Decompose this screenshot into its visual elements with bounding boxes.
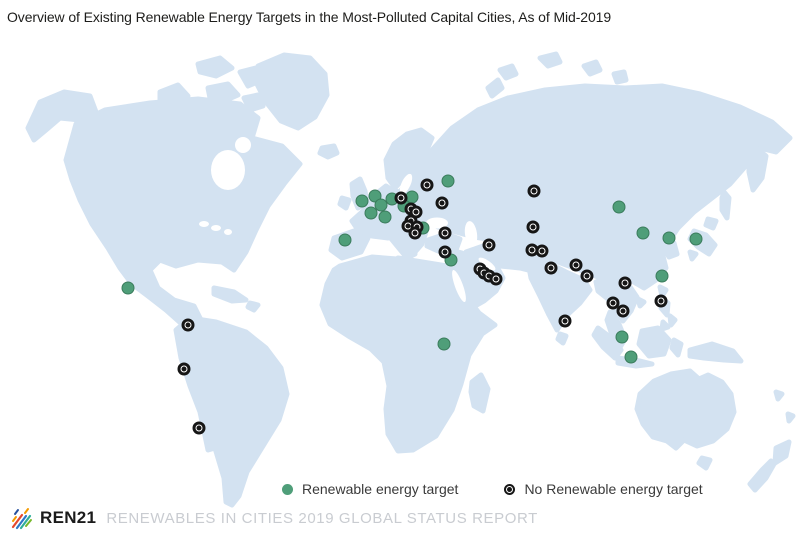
city-dot-no-target	[394, 191, 408, 205]
city-dot-no-target	[177, 362, 191, 376]
city-dot-target	[636, 226, 650, 240]
legend-item-no-target: No Renewable energy target	[504, 481, 703, 497]
report-title: RENEWABLES IN CITIES 2019 GLOBAL STATUS …	[106, 509, 538, 527]
city-dot-no-target	[544, 261, 558, 275]
city-dot-target	[355, 194, 369, 208]
no-target-dot-icon	[504, 483, 516, 495]
city-dot-no-target	[606, 296, 620, 310]
city-dot-no-target	[618, 276, 632, 290]
legend: Renewable energy target No Renewable ene…	[282, 481, 703, 497]
city-dot-no-target	[181, 318, 195, 332]
city-dot-no-target	[535, 244, 549, 258]
city-dot-target	[338, 233, 352, 247]
city-dot-no-target	[580, 269, 594, 283]
city-dot-target	[615, 330, 629, 344]
city-dot-target	[121, 281, 135, 295]
city-dot-no-target	[438, 245, 452, 259]
city-dot-no-target	[616, 304, 630, 318]
city-dot-target	[612, 200, 626, 214]
city-dot-target	[662, 231, 676, 245]
city-dot-target	[689, 232, 703, 246]
city-dot-target	[441, 174, 455, 188]
city-dot-target	[655, 269, 669, 283]
city-dot-target	[437, 337, 451, 351]
city-dot-no-target	[569, 258, 583, 272]
city-dot-no-target	[482, 238, 496, 252]
legend-no-target-label: No Renewable energy target	[524, 481, 703, 497]
city-dot-no-target	[420, 178, 434, 192]
city-dot-no-target	[489, 272, 503, 286]
footer: REN21 RENEWABLES IN CITIES 2019 GLOBAL S…	[10, 506, 538, 530]
city-dot-no-target	[435, 196, 449, 210]
city-dot-no-target	[527, 184, 541, 198]
city-dot-target	[364, 206, 378, 220]
city-dot-no-target	[192, 421, 206, 435]
city-dot-no-target	[438, 226, 452, 240]
figure-title: Overview of Existing Renewable Energy Ta…	[7, 9, 612, 25]
ren21-logo-icon	[11, 508, 32, 530]
city-dot-no-target	[558, 314, 572, 328]
ren21-brand: REN21	[40, 508, 97, 527]
city-dot-no-target	[654, 294, 668, 308]
legend-target-label: Renewable energy target	[302, 481, 459, 497]
legend-item-target: Renewable energy target	[282, 481, 458, 497]
city-dot-target	[624, 350, 638, 364]
target-dot-icon	[282, 483, 293, 495]
city-dot-target	[378, 210, 392, 224]
city-dot-no-target	[408, 226, 422, 240]
city-dot-no-target	[526, 220, 540, 234]
